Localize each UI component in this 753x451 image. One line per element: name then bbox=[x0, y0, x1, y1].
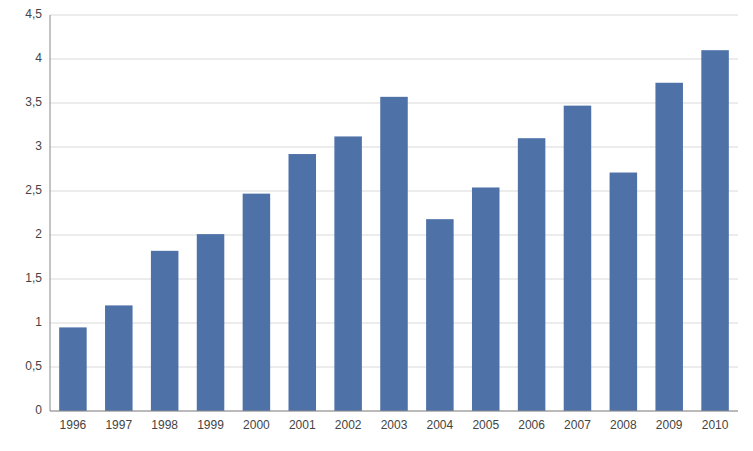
chart-container: 0 0,5 1 1,5 2 2,5 3 3,5 4 4,5 1996 1997 1998 1999 2000… bbox=[0, 0, 753, 451]
chart-svg: 0 0,5 1 1,5 2 2,5 3 3,5 4 4,5 1996 1997 1998 1999 2000… bbox=[0, 0, 753, 451]
x-tick-label: 1996 bbox=[60, 418, 87, 432]
bar bbox=[655, 83, 683, 411]
bar bbox=[289, 154, 317, 411]
y-tick-label: 4,5 bbox=[25, 7, 42, 21]
x-axis-line bbox=[50, 411, 738, 412]
grid-line bbox=[50, 15, 738, 16]
x-tick-label: 2000 bbox=[243, 418, 270, 432]
x-tick-label: 2010 bbox=[702, 418, 729, 432]
x-tick-label: 2001 bbox=[289, 418, 316, 432]
bar bbox=[518, 138, 546, 411]
y-axis-labels: 0 0,5 1 1,5 2 2,5 3 3,5 4 4,5 bbox=[25, 7, 42, 417]
x-tick-label: 1998 bbox=[151, 418, 178, 432]
bar bbox=[197, 234, 225, 411]
bar bbox=[701, 50, 729, 411]
x-tick-label: 2007 bbox=[564, 418, 591, 432]
x-axis-labels: 1996 1997 1998 1999 2000 2001 2002 2003 2004 2005… bbox=[60, 418, 729, 432]
bar bbox=[472, 187, 500, 411]
bar bbox=[151, 251, 179, 411]
y-tick-label: 1,5 bbox=[25, 271, 42, 285]
bar bbox=[380, 97, 408, 411]
y-tick-label: 0,5 bbox=[25, 359, 42, 373]
y-axis-line bbox=[50, 15, 51, 411]
x-tick-label: 1999 bbox=[197, 418, 224, 432]
bars bbox=[59, 50, 729, 411]
y-tick-label: 2,5 bbox=[25, 183, 42, 197]
x-tick-label: 2009 bbox=[656, 418, 683, 432]
x-tick-label: 2003 bbox=[381, 418, 408, 432]
bar bbox=[334, 136, 362, 411]
x-tick-label: 2006 bbox=[518, 418, 545, 432]
y-tick-label: 3,5 bbox=[25, 95, 42, 109]
y-tick-label: 0 bbox=[35, 403, 42, 417]
y-tick-label: 4 bbox=[35, 51, 42, 65]
y-tick-label: 1 bbox=[35, 315, 42, 329]
x-tick-label: 1997 bbox=[105, 418, 132, 432]
x-tick-label: 2004 bbox=[427, 418, 454, 432]
x-tick-label: 2008 bbox=[610, 418, 637, 432]
x-tick-label: 2002 bbox=[335, 418, 362, 432]
grid-line bbox=[50, 411, 738, 412]
grid-line bbox=[50, 59, 738, 60]
bar bbox=[59, 327, 87, 411]
bar bbox=[426, 219, 454, 411]
y-tick-label: 3 bbox=[35, 139, 42, 153]
bar bbox=[610, 173, 638, 411]
bar bbox=[243, 194, 271, 411]
bar bbox=[105, 305, 133, 411]
bar bbox=[564, 106, 592, 411]
x-tick-label: 2005 bbox=[472, 418, 499, 432]
y-tick-label: 2 bbox=[35, 227, 42, 241]
grid bbox=[50, 15, 738, 411]
